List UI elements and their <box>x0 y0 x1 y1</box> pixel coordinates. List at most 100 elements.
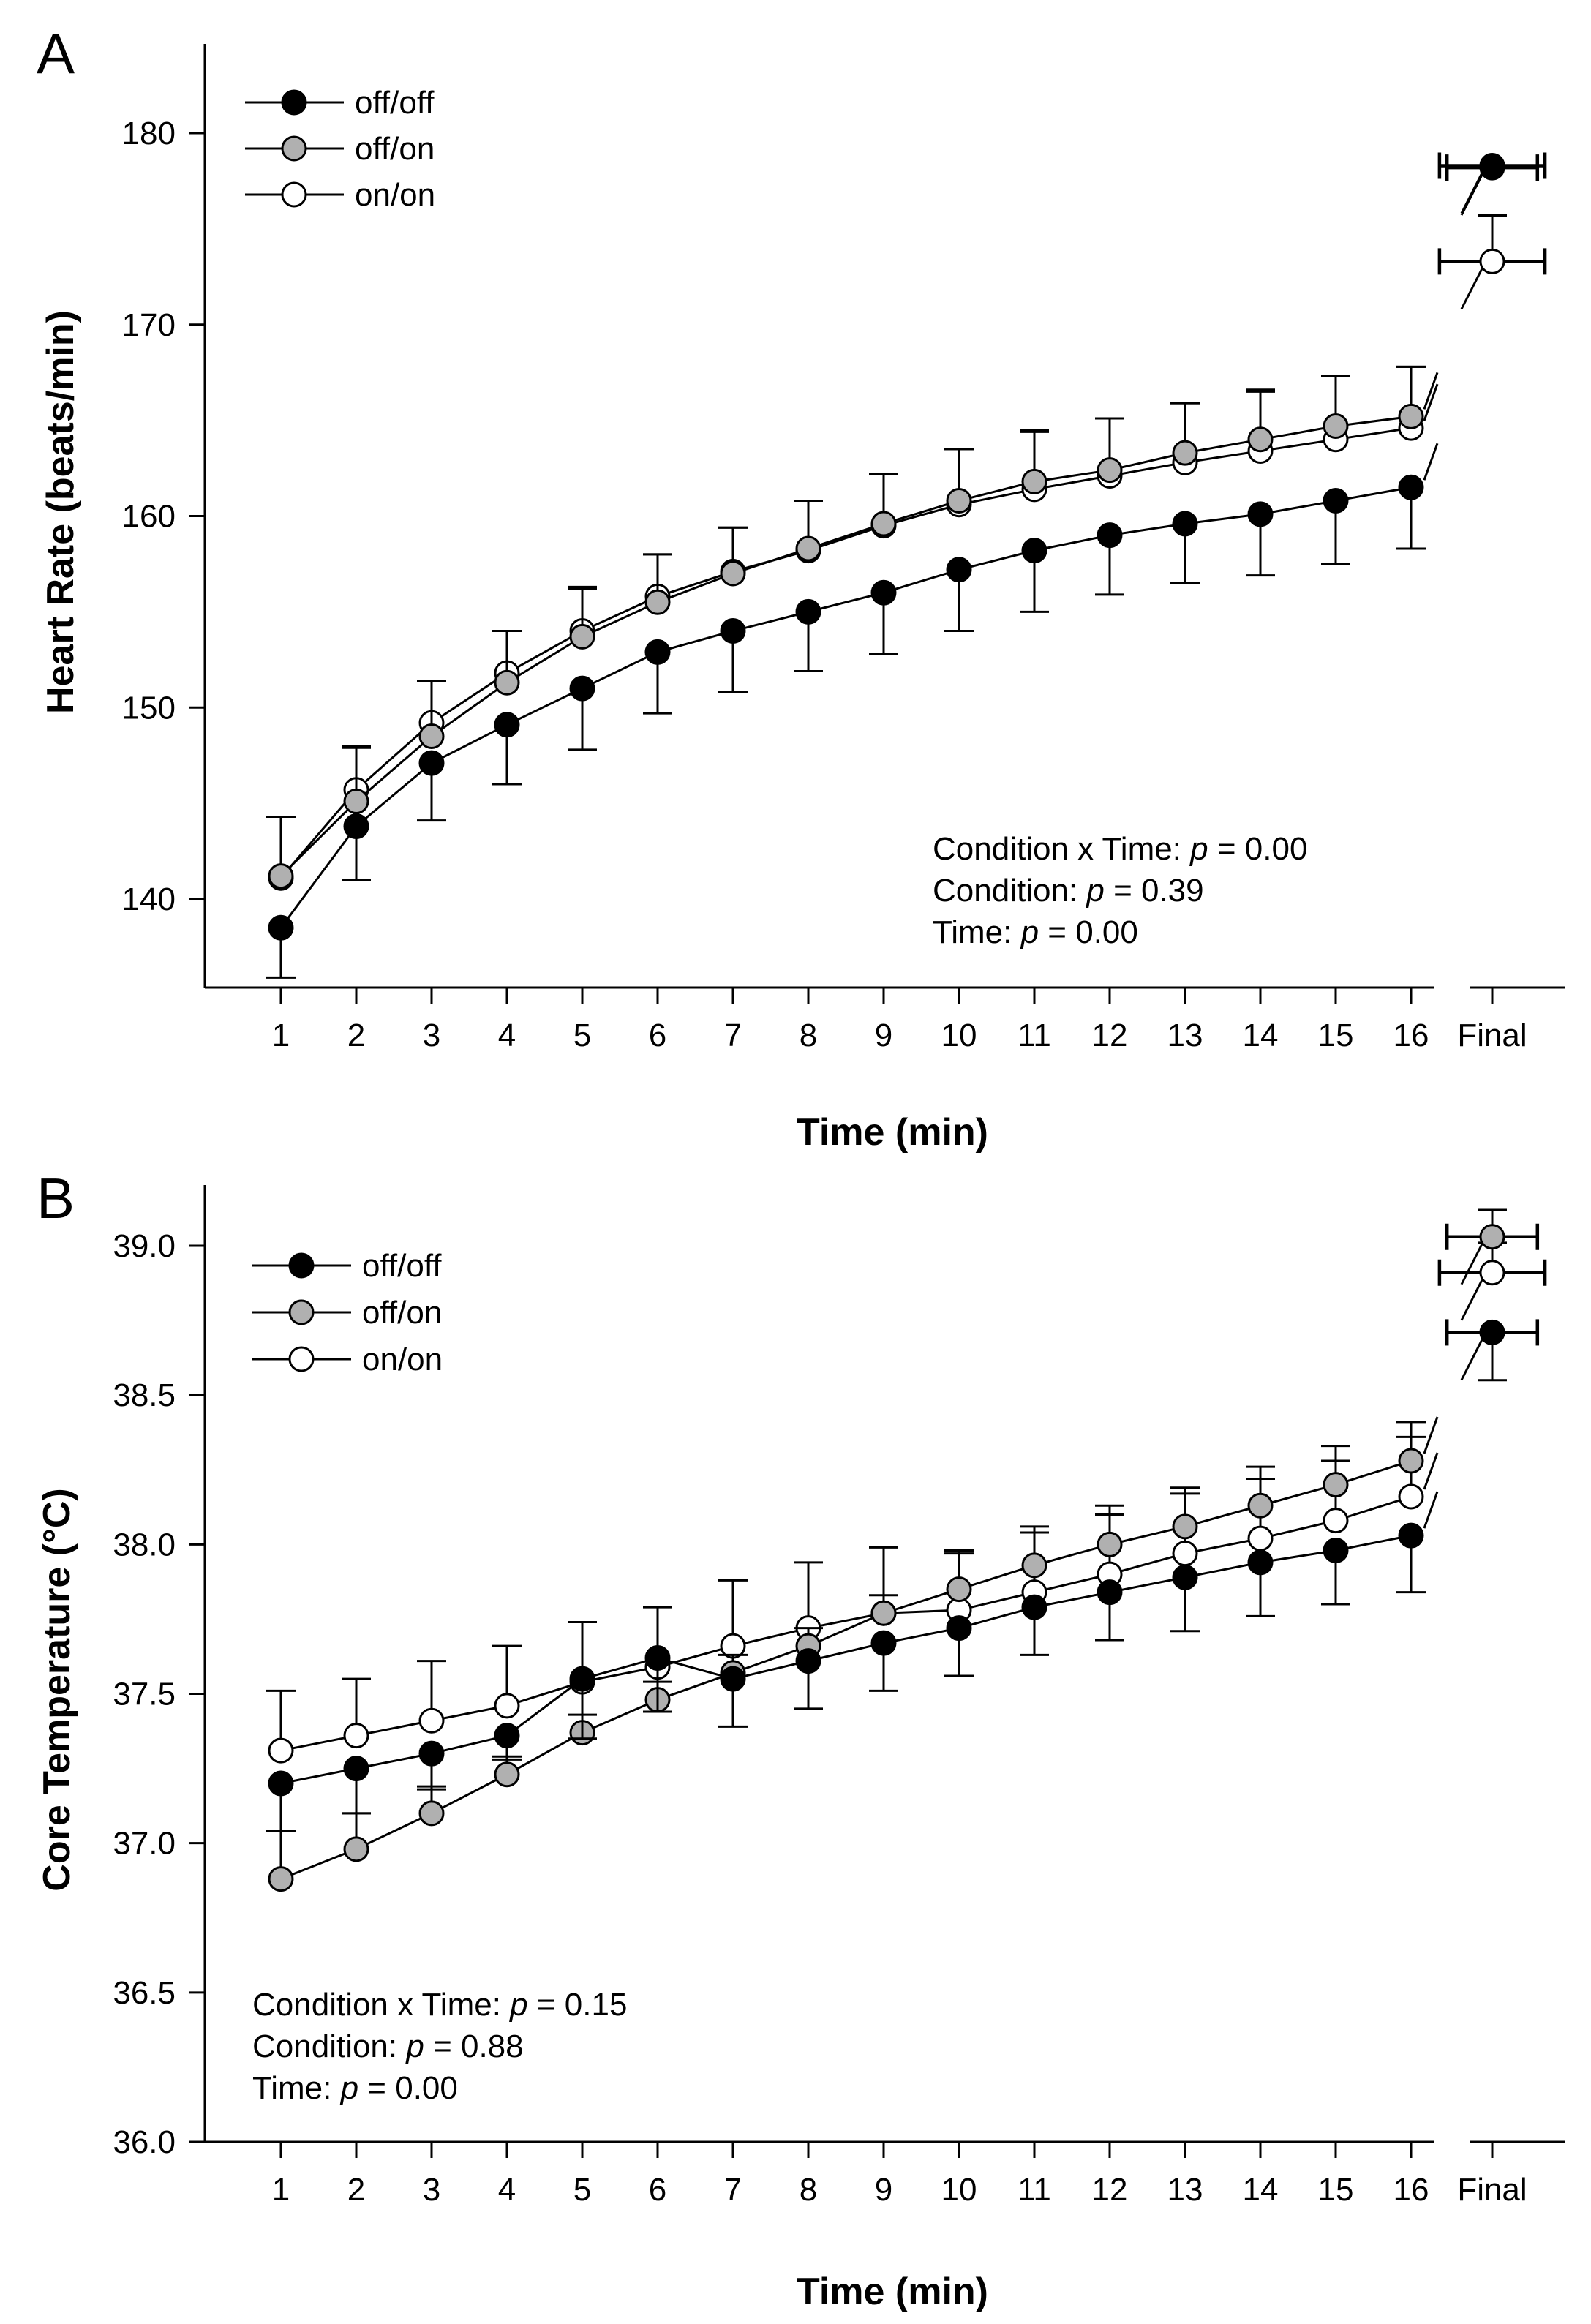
data-point <box>720 560 746 587</box>
legend-marker <box>281 89 307 116</box>
data-point <box>268 1737 294 1764</box>
data-point <box>343 789 369 815</box>
data-point <box>494 669 520 696</box>
x-tick-label: 1 <box>272 2172 290 2208</box>
data-point <box>343 813 369 840</box>
data-point <box>494 1723 520 1749</box>
y-tick-label: 37.0 <box>113 1826 176 1862</box>
series-line <box>279 486 1412 929</box>
data-point <box>870 1630 897 1656</box>
data-point <box>1097 522 1123 549</box>
data-point <box>1323 1538 1349 1563</box>
x-tick-label: 9 <box>875 2172 892 2208</box>
x-tick-label: 11 <box>1018 2172 1051 2208</box>
data-point <box>343 1836 369 1862</box>
y-tick-label: 38.0 <box>113 1527 176 1563</box>
x-tick-label: 2 <box>347 2172 365 2208</box>
x-tick-label: 9 <box>875 1018 892 1053</box>
data-point <box>1097 1579 1123 1606</box>
stats-p: p <box>1020 914 1039 950</box>
data-point <box>946 557 972 583</box>
data-point <box>1398 1522 1424 1549</box>
break-connector <box>1460 1244 1483 1285</box>
y-tick-label: 150 <box>122 690 176 726</box>
break-connector <box>1460 1279 1483 1321</box>
data-point <box>1323 1508 1349 1534</box>
break-connector <box>1460 1339 1483 1381</box>
stats-value: = 0.88 <box>424 2028 524 2064</box>
stats-p: p <box>508 1987 527 2023</box>
data-point <box>1172 1513 1198 1540</box>
data-point <box>1323 1472 1349 1498</box>
x-tick-label: 15 <box>1318 1018 1354 1053</box>
data-point <box>1247 426 1274 453</box>
series-line <box>280 1534 1412 1785</box>
data-point <box>494 712 520 738</box>
x-tick-label: 8 <box>800 1018 817 1053</box>
panel-b: B36.036.537.037.538.038.539.01 2 3 4 5 6 7 8 9 10… <box>36 1166 1565 2313</box>
y-tick-label: 160 <box>122 499 176 535</box>
y-tick-label: 140 <box>122 881 176 917</box>
x-tick-label: 10 <box>941 2172 977 2208</box>
series-line <box>279 426 1412 879</box>
y-tick-label: 39.0 <box>113 1228 176 1264</box>
data-point <box>946 488 972 514</box>
x-tick-label: 14 <box>1243 2172 1279 2208</box>
break-connector <box>1460 268 1483 310</box>
y-tick-label: 170 <box>122 307 176 343</box>
stats-value: = 0.00 <box>1039 914 1138 950</box>
series-off-on <box>266 1208 1540 1892</box>
legend-marker <box>281 181 307 208</box>
stats-p: p <box>1085 873 1104 909</box>
data-point <box>343 1723 369 1749</box>
legend-label: off/off <box>355 85 435 121</box>
data-point <box>1097 1531 1123 1557</box>
stats-p: p <box>339 2070 358 2106</box>
y-tick-label: 36.5 <box>113 1975 176 2011</box>
data-point <box>418 1740 445 1767</box>
legend-label: off/off <box>362 1248 442 1284</box>
y-tick-label: 36.0 <box>113 2124 176 2160</box>
break-connector <box>1423 1416 1439 1454</box>
series-off-off <box>266 1319 1540 1832</box>
legend-marker <box>288 1299 315 1325</box>
legend-label: on/on <box>355 177 435 213</box>
y-tick-label: 180 <box>122 116 176 151</box>
x-tick-label: 10 <box>941 1018 977 1053</box>
data-point <box>946 1615 972 1642</box>
data-point <box>795 1648 821 1674</box>
x-tick-label: 1 <box>272 1018 290 1053</box>
series-line <box>279 415 1412 877</box>
data-point <box>569 623 595 650</box>
series-line <box>280 1459 1412 1881</box>
legend: off/off off/on on/on <box>245 85 435 213</box>
series-on-on <box>266 214 1547 891</box>
stats-label: Condition: <box>252 2028 406 2064</box>
data-point <box>1323 413 1349 439</box>
x-axis-title: Time (min) <box>797 1111 988 1154</box>
stats-value: = 0.39 <box>1105 873 1204 909</box>
legend-marker <box>288 1252 315 1279</box>
legend-label: off/on <box>362 1295 442 1331</box>
stats-label: Condition x Time: <box>252 1987 510 2023</box>
data-point <box>1021 1594 1047 1620</box>
x-tick-label-final: Final <box>1457 2172 1527 2208</box>
data-point <box>1398 403 1424 429</box>
data-point <box>795 535 821 562</box>
stats-line: Time: p = 0.00 <box>252 2070 458 2106</box>
x-tick-label: 3 <box>423 2172 440 2208</box>
series-off-off <box>266 152 1547 979</box>
x-tick-label: 12 <box>1092 1018 1128 1053</box>
data-point <box>644 639 671 665</box>
data-point <box>1398 1483 1424 1510</box>
data-point <box>418 1800 445 1827</box>
legend-label: on/on <box>362 1342 443 1377</box>
x-axis-title: Time (min) <box>797 2271 988 2313</box>
break-connector <box>1423 1491 1439 1529</box>
data-point <box>1247 1492 1274 1519</box>
data-point <box>1172 1541 1198 1567</box>
x-tick-label: 7 <box>724 1018 742 1053</box>
break-connector <box>1460 172 1483 214</box>
